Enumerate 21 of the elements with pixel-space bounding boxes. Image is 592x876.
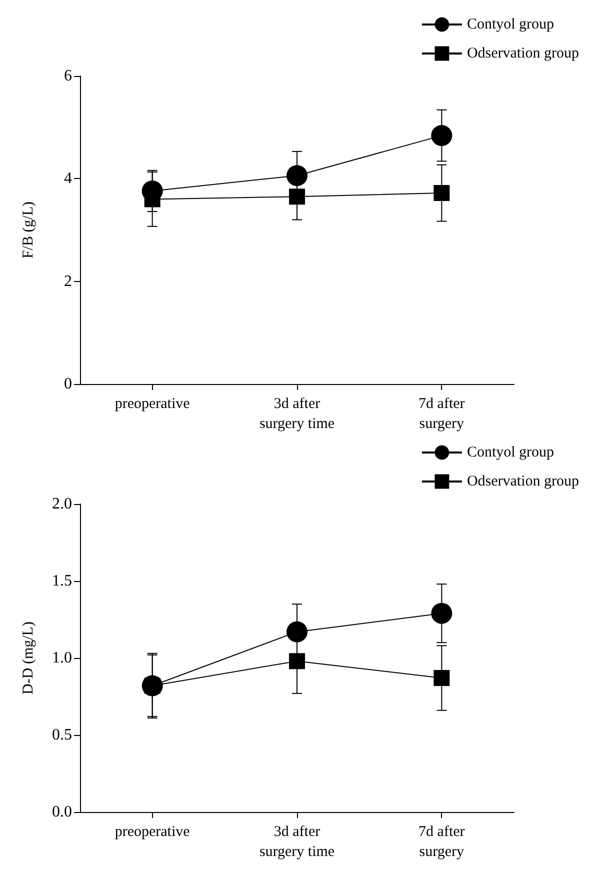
y-tick-label: 6 bbox=[64, 68, 72, 84]
y-tick-label: 1.5 bbox=[52, 572, 72, 590]
y-tick-label: 0.0 bbox=[52, 804, 72, 820]
y-tick-label: 0.5 bbox=[52, 726, 72, 744]
x-tick-label: preoperative bbox=[114, 824, 190, 840]
legend-label: Contyol group bbox=[466, 16, 554, 32]
y-tick-label: 4 bbox=[64, 170, 72, 188]
y-tick-label: 2.0 bbox=[52, 496, 72, 512]
y-tick-label: 2 bbox=[64, 272, 72, 290]
x-tick-label: 7d after surgery bbox=[418, 824, 465, 860]
y-tick-label: 0 bbox=[64, 376, 72, 392]
y-axis-title: D-D (mg/L) bbox=[20, 622, 36, 694]
x-tick-label: 7d after surgery bbox=[418, 396, 465, 432]
x-tick-label: 3d after surgery time bbox=[259, 824, 335, 860]
legend-label: Contyol group bbox=[466, 444, 554, 460]
legend-label: Odservation group bbox=[466, 46, 579, 62]
x-tick-label: preoperative bbox=[114, 396, 190, 412]
y-tick-label: 1.0 bbox=[52, 650, 72, 666]
y-axis-title: F/B (g/L) bbox=[20, 201, 36, 259]
legend-label: Odservation group bbox=[466, 474, 579, 490]
x-tick-label: 3d after surgery time bbox=[259, 396, 335, 432]
